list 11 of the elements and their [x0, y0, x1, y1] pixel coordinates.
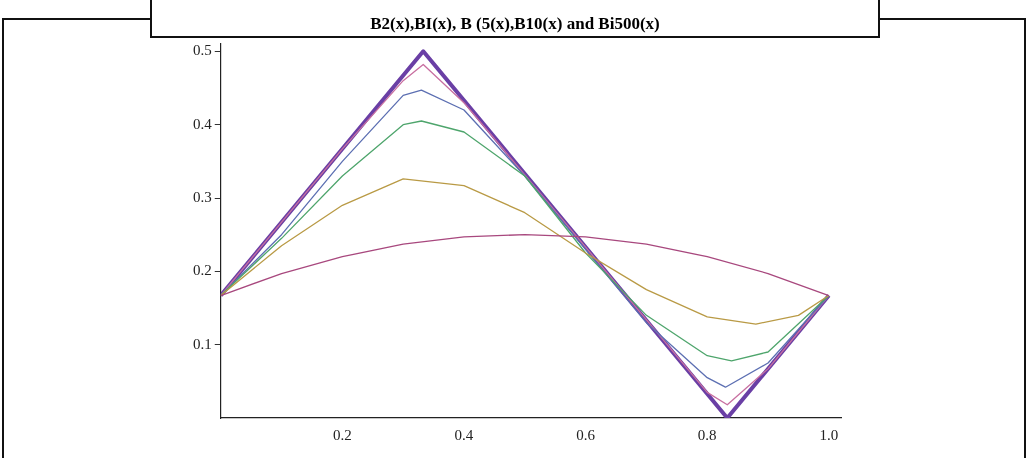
- x-tick-label: 0.2: [332, 426, 352, 443]
- chart-title: B2(x),BI(x), B (5(x),B10(x) and Bi500(x): [150, 0, 880, 38]
- x-tick-label: 0.6: [576, 426, 596, 443]
- y-tick-label: 0.5: [193, 42, 212, 59]
- x-tick-label: 0.4: [454, 426, 474, 443]
- y-tick-label: 0.1: [193, 335, 212, 352]
- x-tick-label: 0.8: [697, 426, 717, 443]
- x-tick-label: 1.0: [819, 426, 839, 443]
- y-tick-label: 0.2: [193, 262, 212, 279]
- y-tick-label: 0.3: [193, 188, 212, 205]
- y-tick-label: 0.4: [193, 115, 213, 132]
